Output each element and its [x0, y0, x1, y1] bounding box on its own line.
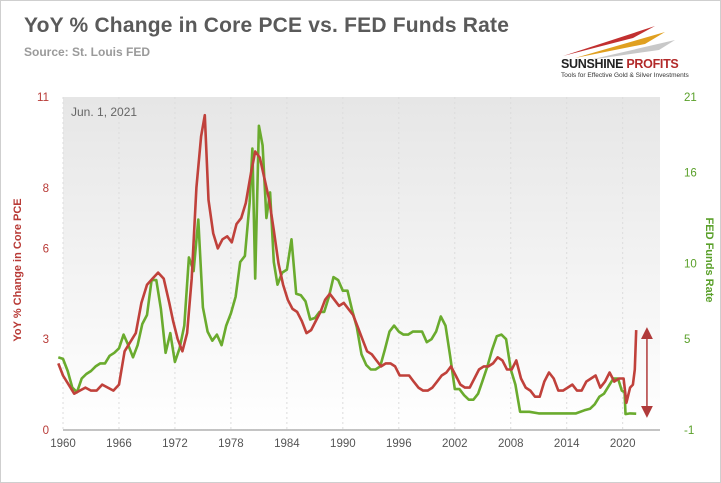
- y-axis-title: YoY % Change in Core PCE: [12, 198, 24, 341]
- logo-name-part2: PROFITS: [623, 57, 679, 71]
- x-tick-label: 1966: [106, 438, 132, 450]
- x-tick-label: 2014: [554, 438, 580, 450]
- x-tick-label: 1972: [162, 438, 188, 450]
- y-axis-ticks: 0 3 6 8 11: [37, 92, 49, 437]
- x-tick-label: 2020: [610, 438, 636, 450]
- logo-name-part1: SUNSHINE: [561, 57, 624, 71]
- x-tick-label: 1990: [330, 438, 356, 450]
- x-tick-label: 1984: [274, 438, 300, 450]
- date-annotation: Jun. 1, 2021: [71, 105, 137, 119]
- x-tick-label: 2008: [498, 438, 524, 450]
- logo-tagline: Tools for Effective Gold & Silver Invest…: [561, 72, 689, 79]
- y-tick-label: 3: [43, 334, 49, 346]
- y-tick-label: 0: [43, 425, 49, 437]
- logo-name: SUNSHINE PROFITS: [561, 57, 679, 71]
- y2-axis-title-container: FED Funds Rate: [703, 218, 715, 303]
- y2-tick-label: 5: [684, 334, 690, 346]
- sunshine-logo-icon: [563, 26, 675, 60]
- series-line-core-pce: [57, 113, 638, 405]
- chart-title: YoY % Change in Core PCE vs. FED Funds R…: [24, 14, 510, 37]
- plot-area: [63, 97, 660, 430]
- x-axis-ticks: 1960 1966 1972 1978 1984 1990 1996 2002 2008 2014…: [50, 438, 635, 450]
- y-axis-title-container: YoY % Change in Core PCE: [12, 198, 24, 341]
- y-tick-label: 6: [43, 243, 49, 255]
- y2-tick-label: 10: [684, 259, 697, 271]
- x-tick-label: 1960: [50, 438, 76, 450]
- y-tick-label: 8: [43, 183, 49, 195]
- series-group: [57, 113, 638, 416]
- y2-tick-label: 16: [684, 168, 697, 180]
- y2-tick-label: 21: [684, 92, 697, 104]
- y2-axis-ticks: -1 5 10 16 21: [684, 92, 697, 437]
- chart-source: Source: St. Louis FED: [24, 45, 151, 59]
- y-tick-label: 11: [37, 92, 49, 104]
- y2-axis-title: FED Funds Rate: [703, 218, 715, 303]
- x-tick-label: 2002: [442, 438, 468, 450]
- x-tick-label: 1978: [218, 438, 244, 450]
- x-tick-label: 1996: [386, 438, 412, 450]
- y2-tick-label: -1: [684, 425, 694, 437]
